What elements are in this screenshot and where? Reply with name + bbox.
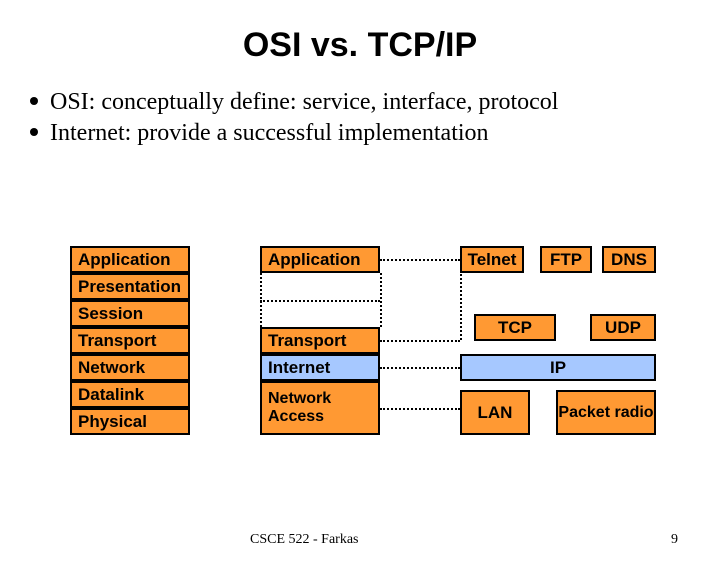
connector bbox=[380, 408, 460, 410]
connector bbox=[380, 259, 460, 261]
bullet-text: OSI: conceptually define: service, inter… bbox=[50, 87, 558, 118]
layer-box: LAN bbox=[460, 390, 530, 435]
dashed-side bbox=[260, 273, 262, 327]
slide-title: OSI vs. TCP/IP bbox=[0, 26, 720, 65]
bullet-dot bbox=[30, 97, 38, 105]
layer-box: TCP bbox=[474, 314, 556, 341]
layer-box: Packet radio bbox=[556, 390, 656, 435]
layer-box: Session bbox=[70, 300, 190, 327]
layer-box: FTP bbox=[540, 246, 592, 273]
dashed-side bbox=[380, 273, 382, 327]
bullet-text: Internet: provide a successful implement… bbox=[50, 118, 489, 149]
layer-box: Application bbox=[260, 246, 380, 273]
layer-box: Presentation bbox=[70, 273, 190, 300]
layer-box: Internet bbox=[260, 354, 380, 381]
layer-box: Telnet bbox=[460, 246, 524, 273]
connector bbox=[460, 259, 462, 340]
layer-box: Datalink bbox=[70, 381, 190, 408]
connector bbox=[380, 367, 460, 369]
layer-box: Transport bbox=[70, 327, 190, 354]
layer-box: Transport bbox=[260, 327, 380, 354]
layer-box: Application bbox=[70, 246, 190, 273]
dashed-divider bbox=[260, 327, 380, 329]
connector bbox=[380, 340, 460, 342]
footer-page: 9 bbox=[671, 532, 678, 548]
diagram-area: ApplicationPresentationSessionTransportN… bbox=[0, 246, 720, 506]
layer-box: Network Access bbox=[260, 381, 380, 435]
bullet-item: OSI: conceptually define: service, inter… bbox=[30, 87, 720, 118]
bullet-dot bbox=[30, 128, 38, 136]
dashed-divider bbox=[260, 300, 380, 302]
bullet-item: Internet: provide a successful implement… bbox=[30, 118, 720, 149]
layer-box: Network bbox=[70, 354, 190, 381]
layer-box: DNS bbox=[602, 246, 656, 273]
layer-box: IP bbox=[460, 354, 656, 381]
layer-box: UDP bbox=[590, 314, 656, 341]
bullet-list: OSI: conceptually define: service, inter… bbox=[30, 87, 720, 149]
layer-box: Physical bbox=[70, 408, 190, 435]
footer-course: CSCE 522 - Farkas bbox=[250, 532, 359, 548]
